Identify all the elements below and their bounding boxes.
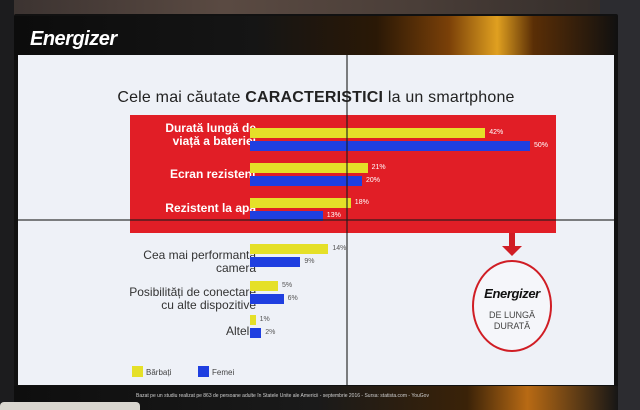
value-label-women-1: 20% xyxy=(366,177,381,184)
value-label-men-5: 1% xyxy=(259,316,270,323)
title-emphasis: CARACTERISTICI xyxy=(245,89,384,106)
category-label-camera-line2: cameră xyxy=(215,261,256,275)
badge-line-1: DE LUNGĂ xyxy=(488,310,535,320)
legend-label-men: Bărbați xyxy=(146,368,172,377)
category-label-connectivity-line2: cu alte dispozitive xyxy=(161,298,256,312)
left-wall xyxy=(0,0,14,410)
value-label-men-0: 42% xyxy=(489,129,504,136)
category-label-connectivity-line1: Posibilități de conectare xyxy=(129,285,256,299)
value-label-men-1: 21% xyxy=(371,164,386,171)
category-label-camera-line1: Cea mai performantă xyxy=(143,248,256,262)
title-suffix: la un smartphone xyxy=(387,89,515,106)
value-label-men-2: 18% xyxy=(354,199,369,206)
value-label-women-0: 50% xyxy=(534,142,549,149)
chart-title: Cele mai căutate CARACTERISTICI la un sm… xyxy=(18,89,614,107)
category-label-camera: Cea mai performantă cameră xyxy=(106,249,256,275)
bar-women-3 xyxy=(250,257,301,267)
desk-edge xyxy=(0,402,140,410)
bar-women-2 xyxy=(250,211,323,221)
screen-seam-horizontal xyxy=(18,219,614,221)
bar-women-1 xyxy=(250,176,362,186)
legend-swatch-men xyxy=(132,366,143,377)
bar-men-3 xyxy=(250,244,329,254)
value-label-women-2: 13% xyxy=(326,212,341,219)
brand-strip xyxy=(14,16,618,60)
footer-source-text: Bazat pe un studiu realizat pe 863 de pe… xyxy=(136,393,429,399)
badge-logo: Energizer xyxy=(484,286,540,301)
title-prefix: Cele mai căutate xyxy=(117,89,241,106)
value-label-women-5: 2% xyxy=(265,329,276,336)
bar-men-5 xyxy=(250,315,256,325)
energizer-badge: Energizer DE LUNGĂ DURATĂ xyxy=(472,260,552,352)
category-label-connectivity: Posibilități de conectare cu alte dispoz… xyxy=(96,286,256,312)
bar-women-0 xyxy=(250,141,530,151)
badge-line-2: DURATĂ xyxy=(493,321,531,331)
bar-men-2 xyxy=(250,198,351,208)
bar-women-4 xyxy=(250,294,284,304)
presentation-screen: Cele mai căutate CARACTERISTICI la un sm… xyxy=(18,55,614,385)
legend-label-women: Femei xyxy=(212,368,235,377)
category-label-other: Altele xyxy=(225,324,256,338)
brand-logo: Energizer xyxy=(30,28,117,50)
bar-men-1 xyxy=(250,163,368,173)
value-label-men-4: 5% xyxy=(282,282,293,289)
category-label-battery: Durată lungă de viață a bateriei xyxy=(136,122,256,148)
category-label-battery-line2: viață a bateriei xyxy=(172,134,256,148)
value-label-women-3: 9% xyxy=(304,258,315,265)
category-label-waterproof: Rezistent la apă xyxy=(165,201,256,215)
arrow-down-icon xyxy=(502,246,522,256)
value-label-women-4: 6% xyxy=(287,295,298,302)
category-label-screen: Ecran rezistent xyxy=(169,167,256,181)
legend-swatch-women xyxy=(198,366,209,377)
arrow-stem xyxy=(509,233,515,247)
bar-men-0 xyxy=(250,128,486,138)
category-label-battery-line1: Durată lungă de xyxy=(165,121,256,135)
bar-women-5 xyxy=(250,328,262,338)
value-label-men-3: 14% xyxy=(332,245,347,252)
bar-men-4 xyxy=(250,281,278,291)
